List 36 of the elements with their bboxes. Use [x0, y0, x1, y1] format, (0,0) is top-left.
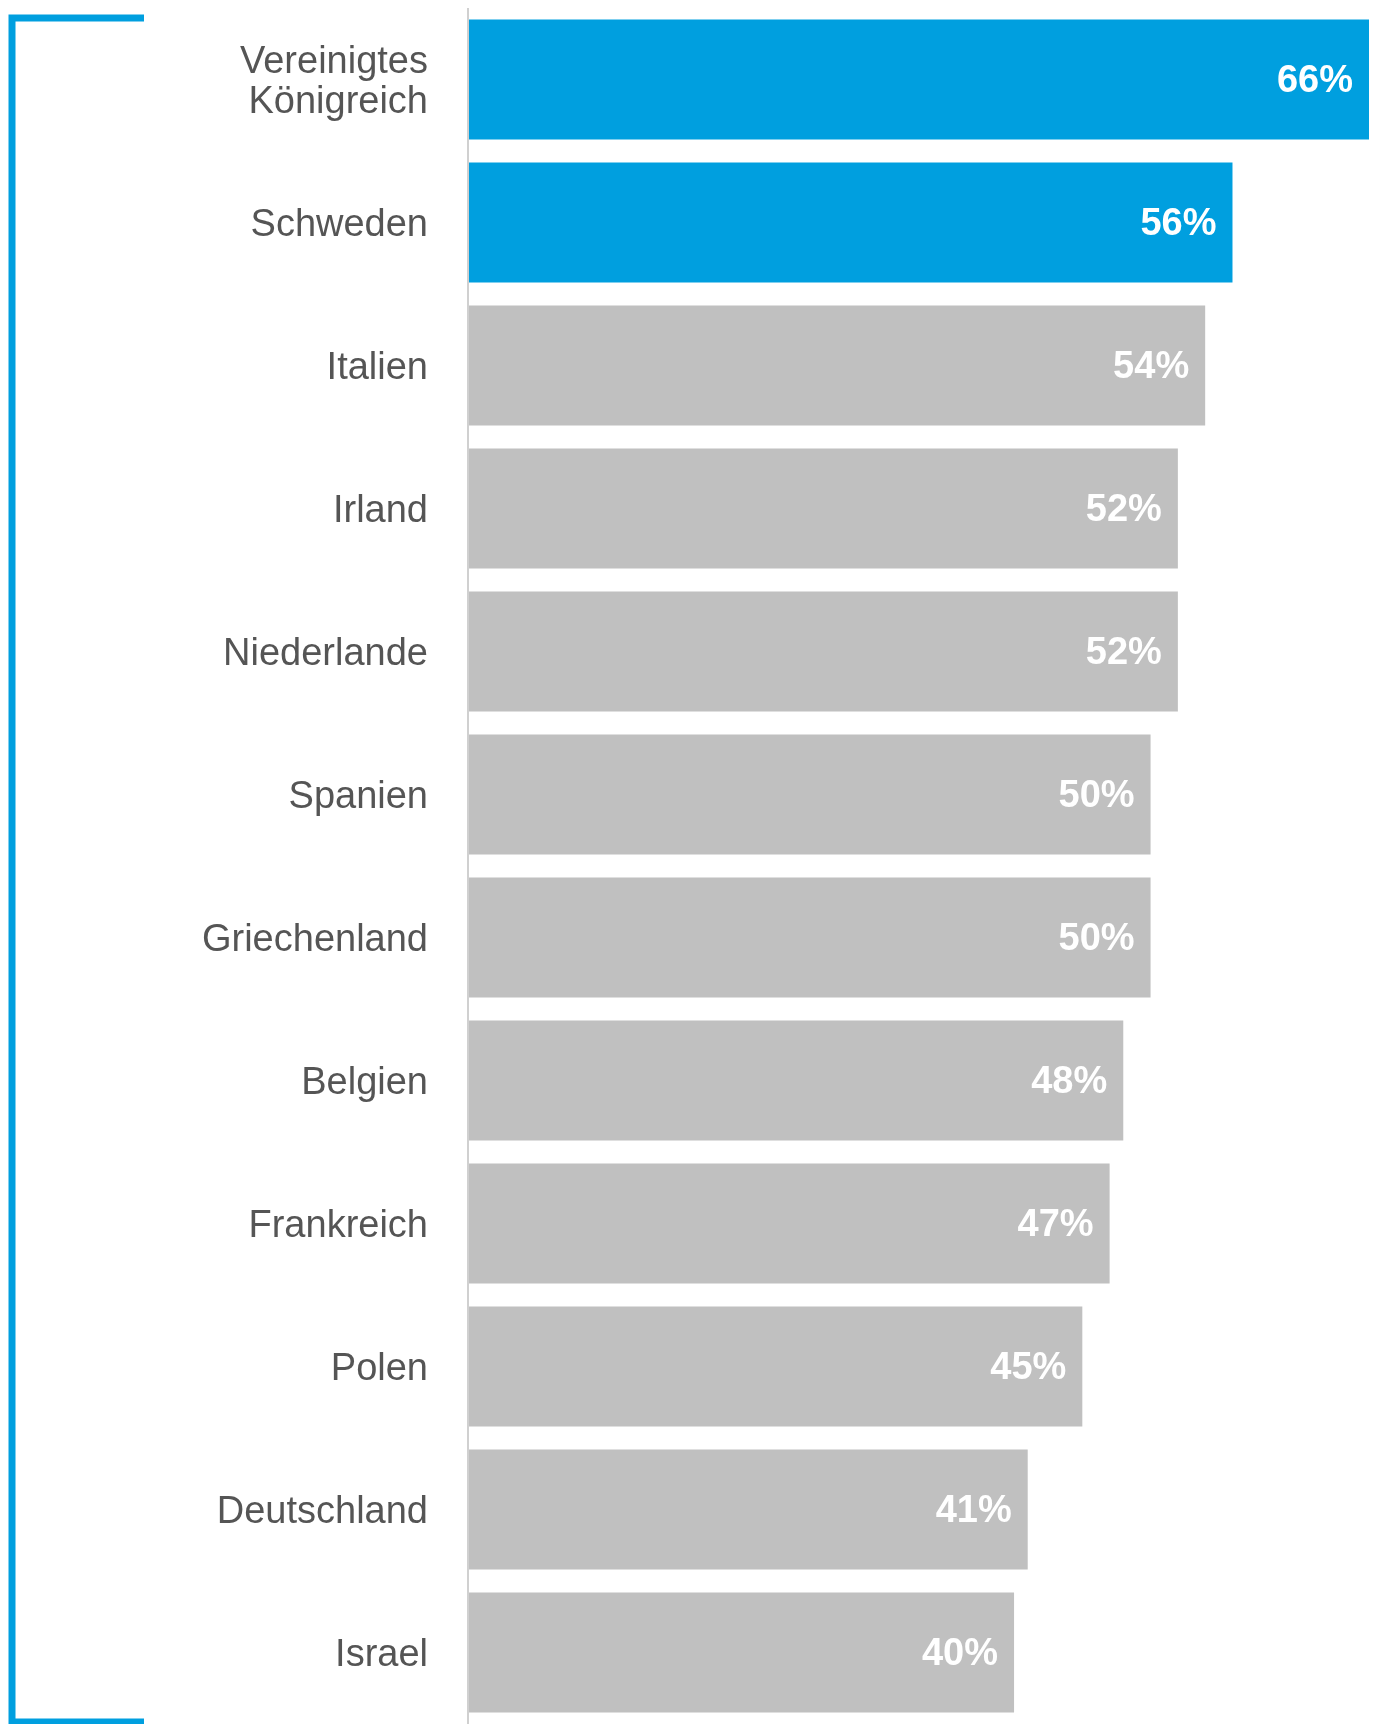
bar: [468, 305, 1206, 426]
data-label: 47%: [1017, 1202, 1094, 1245]
y-tick-label: Schweden: [250, 201, 428, 244]
bar: [468, 19, 1369, 140]
data-label: 56%: [1140, 201, 1217, 244]
y-tick-label: Belgien: [301, 1059, 428, 1102]
bar: [468, 1449, 1028, 1570]
y-tick-label: Irland: [332, 487, 428, 530]
data-label: 45%: [990, 1345, 1067, 1388]
data-label: 50%: [1058, 773, 1135, 816]
bar: [468, 448, 1178, 569]
y-tick-label: Griechenland: [201, 916, 428, 959]
bar: [468, 877, 1151, 998]
y-tick-label: Vereinigtes Königreich: [239, 38, 428, 121]
y-tick-label: Polen: [330, 1345, 428, 1388]
bar: [468, 162, 1233, 283]
data-label: 41%: [935, 1488, 1012, 1531]
data-label: 52%: [1085, 487, 1162, 530]
data-label: 66%: [1276, 58, 1353, 101]
bar: [468, 1306, 1083, 1427]
y-tick-label: Frankreich: [248, 1202, 428, 1245]
y-tick-label: Spanien: [288, 773, 428, 816]
y-tick-label: Deutschland: [216, 1488, 428, 1531]
y-tick-label: Niederlande: [223, 630, 428, 673]
data-label: 54%: [1113, 344, 1190, 387]
data-label: 48%: [1031, 1059, 1108, 1102]
y-tick-label: Italien: [326, 344, 428, 387]
bar: [468, 591, 1178, 712]
bar: [468, 734, 1151, 855]
bar: [468, 1020, 1124, 1141]
bar: [468, 1163, 1110, 1284]
data-label: 40%: [922, 1631, 999, 1674]
bar: [468, 1592, 1015, 1713]
data-label: 52%: [1085, 630, 1162, 673]
data-label: 50%: [1058, 916, 1135, 959]
y-tick-label: Israel: [335, 1631, 428, 1674]
